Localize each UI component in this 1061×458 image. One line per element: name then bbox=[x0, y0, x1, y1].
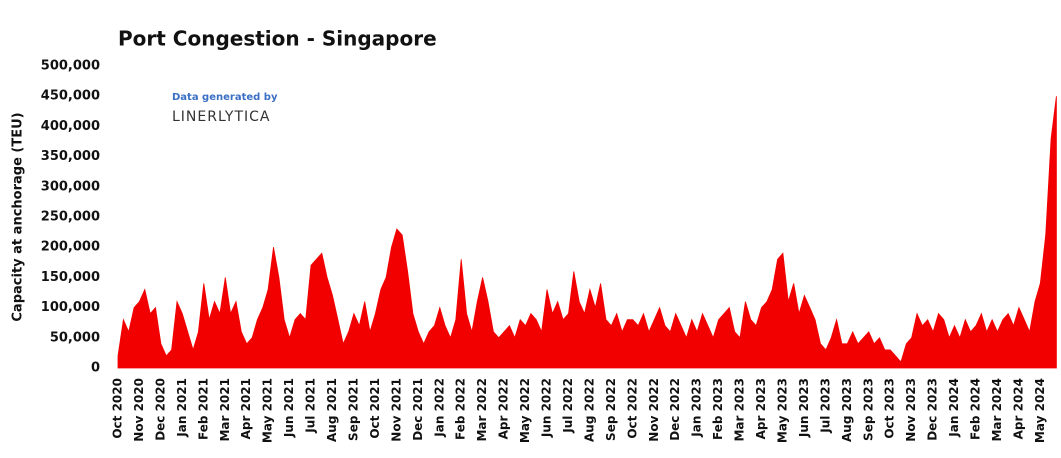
x-tick-label: Nov 2021 bbox=[389, 378, 403, 442]
x-tick-label: Jun 2023 bbox=[797, 378, 811, 438]
y-tick-label: 500,000 bbox=[41, 59, 100, 74]
annotation: LINERLYTICA bbox=[172, 109, 271, 125]
x-tick-label: Apr 2024 bbox=[1011, 378, 1025, 439]
x-tick-label: Oct 2020 bbox=[111, 378, 125, 439]
y-tick-label: 250,000 bbox=[41, 210, 100, 225]
y-tick-label: 50,000 bbox=[50, 330, 100, 345]
x-tick-label: Dec 2023 bbox=[926, 378, 940, 441]
chart-title: Port Congestion - Singapore bbox=[118, 27, 437, 51]
x-tick-label: Aug 2021 bbox=[325, 378, 339, 442]
x-tick-label: Jan 2023 bbox=[690, 378, 704, 438]
x-tick-label: Feb 2023 bbox=[711, 378, 725, 440]
x-tick-label: Jul 2022 bbox=[561, 378, 575, 434]
x-tick-label: Feb 2021 bbox=[196, 378, 210, 440]
x-tick-label: Nov 2023 bbox=[904, 378, 918, 442]
y-tick-label: 150,000 bbox=[41, 270, 100, 285]
area bbox=[117, 96, 1057, 369]
y-tick-label: 0 bbox=[91, 361, 100, 376]
x-tick-label: Sep 2021 bbox=[346, 378, 360, 441]
x-tick-label: Dec 2021 bbox=[411, 378, 425, 441]
x-tick-label: Jun 2021 bbox=[282, 378, 296, 438]
x-tick-label: Apr 2021 bbox=[239, 378, 253, 439]
annotation: Data generated by bbox=[172, 92, 278, 103]
x-tick-label: Oct 2021 bbox=[368, 378, 382, 439]
x-tick-label: Feb 2024 bbox=[969, 378, 983, 440]
x-tick-label: Jan 2021 bbox=[175, 378, 189, 438]
x-tick-label: Dec 2022 bbox=[668, 378, 682, 441]
x-tick-label: Jul 2021 bbox=[304, 378, 318, 434]
x-tick-label: May 2024 bbox=[1033, 378, 1047, 443]
x-tick-label: Apr 2023 bbox=[754, 378, 768, 439]
x-tick-label: Dec 2020 bbox=[153, 378, 167, 441]
x-tick-label: May 2023 bbox=[775, 378, 789, 443]
x-tick-label: Nov 2020 bbox=[132, 378, 146, 442]
x-tick-label: Apr 2022 bbox=[497, 378, 511, 439]
y-tick-label: 300,000 bbox=[41, 179, 100, 194]
x-tick-label: Jan 2024 bbox=[947, 378, 961, 438]
x-tick-label: Mar 2021 bbox=[218, 378, 232, 442]
x-tick-label: Sep 2023 bbox=[861, 378, 875, 441]
x-tick-label: Sep 2022 bbox=[604, 378, 618, 441]
y-tick-label: 350,000 bbox=[41, 149, 100, 164]
x-tick-label: Oct 2022 bbox=[625, 378, 639, 439]
x-tick-label: May 2022 bbox=[518, 378, 532, 443]
x-tick-label: Mar 2024 bbox=[990, 378, 1004, 442]
x-tick-label: Nov 2022 bbox=[647, 378, 661, 442]
x-tick-label: Jan 2022 bbox=[432, 378, 446, 438]
y-tick-label: 200,000 bbox=[41, 240, 100, 255]
y-axis-label: Capacity at anchorage (TEU) bbox=[11, 112, 26, 321]
y-tick-label: 400,000 bbox=[41, 119, 100, 134]
x-tick-label: Mar 2023 bbox=[733, 378, 747, 442]
y-tick-label: 450,000 bbox=[41, 89, 100, 104]
x-tick-label: Feb 2022 bbox=[454, 378, 468, 440]
x-tick-label: Aug 2022 bbox=[582, 378, 596, 442]
x-tick-label: Jun 2022 bbox=[540, 378, 554, 438]
x-tick-label: Oct 2023 bbox=[883, 378, 897, 439]
x-tick-label: Aug 2023 bbox=[840, 378, 854, 442]
x-tick-label: Jul 2023 bbox=[818, 378, 832, 434]
x-tick-label: Mar 2022 bbox=[475, 378, 489, 442]
x-tick-label: May 2021 bbox=[261, 378, 275, 443]
y-tick-label: 100,000 bbox=[41, 300, 100, 315]
